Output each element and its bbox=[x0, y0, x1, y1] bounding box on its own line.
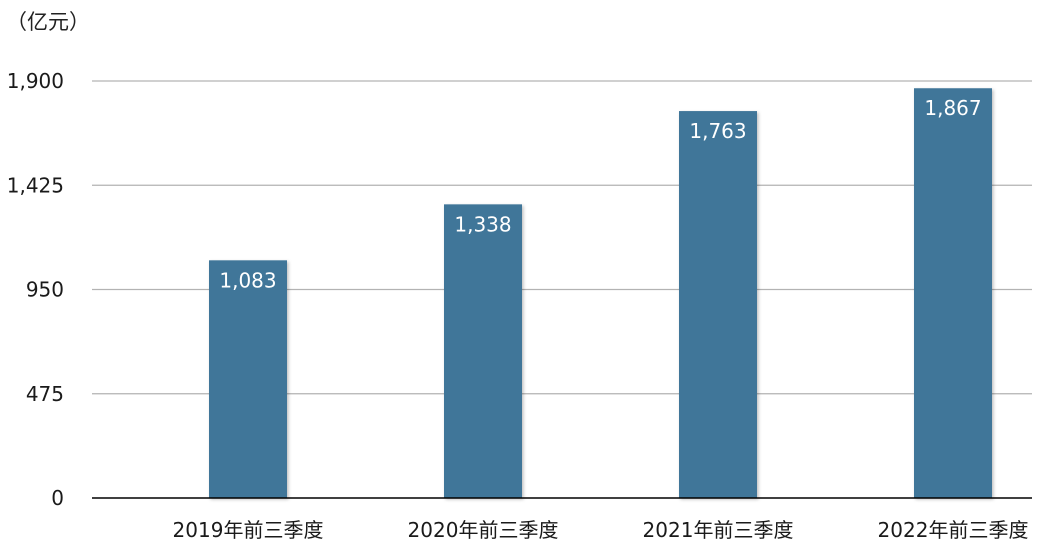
y-tick-label: 475 bbox=[26, 382, 64, 406]
x-category-label: 2019年前三季度 bbox=[173, 518, 324, 542]
x-category-label: 2020年前三季度 bbox=[408, 518, 559, 542]
x-category-label: 2021年前三季度 bbox=[643, 518, 794, 542]
bar-data-label: 1,338 bbox=[454, 212, 511, 236]
bar-data-label: 1,083 bbox=[219, 268, 276, 292]
y-axis-unit-label: （亿元） bbox=[6, 10, 90, 34]
bar bbox=[914, 88, 992, 499]
y-tick-label: 950 bbox=[26, 278, 64, 302]
bar bbox=[209, 260, 287, 498]
y-tick-label: 1,900 bbox=[7, 69, 64, 93]
y-tick-label: 0 bbox=[51, 486, 64, 510]
bar bbox=[444, 204, 522, 498]
bar-data-label: 1,763 bbox=[689, 119, 746, 143]
bar-data-label: 1,867 bbox=[924, 96, 981, 120]
x-category-label: 2022年前三季度 bbox=[878, 518, 1029, 542]
bar bbox=[679, 111, 757, 498]
y-tick-label: 1,425 bbox=[7, 173, 64, 197]
